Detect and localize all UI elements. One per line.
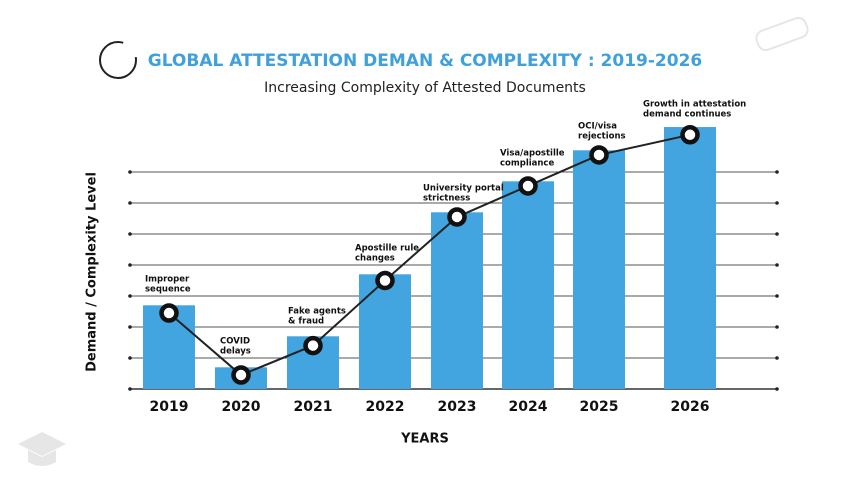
annotation: Fake agents [288,307,346,317]
annotation: Growth in attestation [643,100,746,110]
annotation: strictness [423,194,470,204]
grid-dot [128,232,132,236]
x-tick-label: 2020 [222,399,261,415]
point [447,207,467,227]
decor-cap [18,432,66,466]
x-tick-label: 2022 [366,399,405,415]
line [168,133,691,377]
grid-dot [128,356,132,360]
decor-scroll [755,16,809,52]
annotation: compliance [500,159,554,169]
annotation: Visa/apostille [500,149,565,159]
grid-dot [775,294,779,298]
x-tick-label: 2024 [509,399,548,415]
bar [431,212,483,389]
grid-dot [775,170,779,174]
point [303,335,323,356]
bar [502,181,554,389]
annotation: OCI/visa [578,122,617,132]
grid-dot [775,325,779,329]
point [518,176,538,196]
bar [359,274,411,389]
annotation: COVID [220,337,250,347]
grid-dot [128,201,132,205]
point [375,270,395,291]
grid-dot [775,263,779,267]
annotation: & fraud [288,317,324,327]
annotation: demand continues [643,110,731,120]
grid-dot [775,232,779,236]
point [159,303,179,323]
grid-dot [775,201,779,205]
annotation: rejections [578,132,626,142]
decor-circle [99,41,137,79]
annotation: sequence [145,285,191,295]
bar [573,150,625,389]
point [589,145,609,165]
x-tick-label: 2026 [671,399,710,415]
x-tick-label: 2019 [150,399,189,415]
point [680,125,700,145]
annotation: changes [355,254,395,264]
grid-dot [775,356,779,360]
bar [664,127,716,390]
grid-dot [128,170,132,174]
chart-title: GLOBAL ATTESTATION DEMAN & COMPLEXITY : … [148,51,703,71]
x-tick-label: 2021 [294,399,333,415]
grid-dot [128,294,132,298]
annotation: Improper [145,275,190,285]
x-axis-label: YEARS [400,432,449,447]
annotation: Apostille rule [355,244,419,254]
x-tick-label: 2025 [580,399,619,415]
y-axis-label: Demand / Complexity Level [85,172,100,372]
annotation: delays [220,347,251,357]
grid-dot [128,263,132,267]
chart-subtitle: Increasing Complexity of Attested Docume… [264,80,586,96]
grid-dot [128,325,132,329]
grid-dot [128,387,132,391]
x-tick-label: 2023 [438,399,477,415]
annotation: University portal [423,184,504,194]
point [231,365,251,385]
grid-dot [775,387,779,391]
